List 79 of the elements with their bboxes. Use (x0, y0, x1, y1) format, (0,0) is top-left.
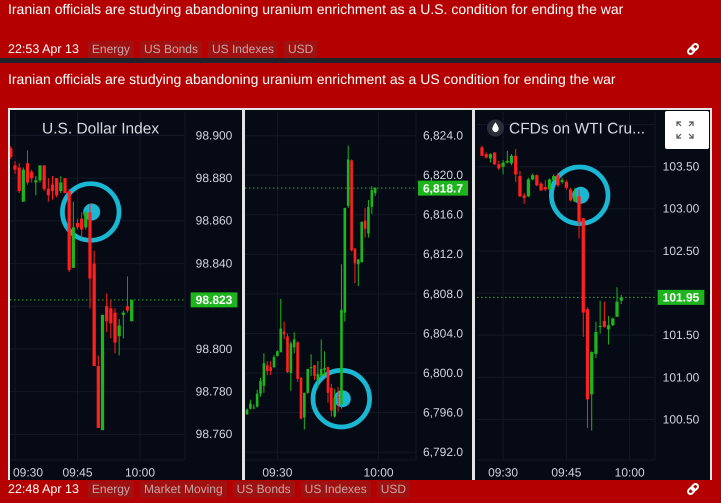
candlestick (501, 160, 505, 175)
text: Iranian officials are studying abandoning uranium enrichment as a US condition for ending the war (8, 70, 617, 89)
text: U.S. Dollar Index (42, 120, 160, 138)
candlestick (323, 350, 326, 376)
candlestick (333, 388, 336, 418)
candlestick (548, 178, 552, 192)
candlestick (497, 160, 500, 171)
candlestick (336, 386, 340, 412)
y-tick-label: 101.50 (662, 328, 700, 342)
y-tick-label: 100.50 (662, 412, 700, 426)
y-tick-label: 98.860 (196, 214, 233, 228)
text: Market Moving (140, 480, 227, 498)
candlestick (269, 360, 272, 376)
y-tick-label: 98.840 (196, 256, 233, 270)
text: Energy (88, 40, 134, 58)
x-tick-label: 09:45 (62, 466, 93, 480)
candlestick (514, 148, 518, 182)
y-tick-label: 103.00 (662, 202, 700, 216)
text: USD (284, 40, 318, 58)
y-tick-label: 6,804.0 (422, 326, 464, 340)
x-tick-label: 09:45 (551, 466, 582, 480)
candlestick (493, 152, 496, 166)
candlestick (602, 301, 606, 328)
text: US Indexes (208, 40, 278, 58)
y-tick-label: 6,812.0 (422, 247, 464, 262)
candlestick (544, 180, 547, 192)
x-tick-label: 10:00 (364, 466, 394, 480)
candlestick (568, 187, 572, 202)
y-tick-label: 6,816.0 (422, 208, 464, 222)
y-tick-label: 98.780 (196, 384, 233, 399)
x-tick-label: 09:30 (13, 466, 44, 480)
text: US Bonds (232, 480, 295, 498)
candlestick (526, 177, 530, 198)
y-tick-label: 6,808.0 (422, 286, 464, 301)
candlestick (313, 364, 316, 380)
candlestick (480, 145, 484, 156)
y-tick-label: 98.880 (196, 171, 233, 186)
candlestick (556, 172, 560, 188)
text: 22:48 Apr 13 (8, 482, 79, 496)
x-tick-label: 09:30 (488, 466, 518, 480)
candlestick (262, 352, 266, 394)
y-tick-label: 98.760 (196, 427, 233, 442)
x-tick-label: 10:00 (614, 466, 646, 480)
ref-line-label: 6,818.7 (422, 181, 464, 196)
text: Energy (88, 480, 134, 498)
ref-line-label: 101.95 (662, 290, 700, 305)
y-tick-label: 101.00 (662, 370, 700, 384)
y-tick-label: 98.800 (196, 342, 233, 356)
text: US Indexes (300, 480, 371, 498)
y-tick-label: 102.50 (662, 244, 700, 258)
y-tick-label: 6,800.0 (422, 366, 464, 380)
candlestick (573, 187, 576, 203)
x-tick-label: 10:00 (124, 466, 156, 480)
candlestick (266, 360, 269, 376)
candlestick (564, 180, 568, 190)
candlestick (279, 298, 282, 353)
x-tick-label: 09:30 (262, 466, 293, 480)
candlestick (364, 207, 366, 238)
text: 22:53 Apr 13 (8, 42, 79, 56)
y-tick-label: 6,796.0 (422, 405, 464, 420)
candlestick (518, 170, 522, 198)
candlestick (535, 174, 538, 187)
candlestick (488, 152, 492, 164)
text: CFDs on WTI Cru... (509, 120, 646, 138)
text: USD (376, 480, 410, 498)
y-tick-label: 6,824.0 (422, 128, 464, 143)
candlestick (510, 154, 514, 166)
y-tick-label: 98.900 (196, 128, 233, 142)
y-tick-label: 6,792.0 (422, 444, 464, 459)
y-tick-label: 6,820.0 (422, 168, 464, 182)
candlestick (506, 150, 509, 164)
candlestick (598, 300, 602, 334)
candlestick (606, 315, 610, 346)
candlestick (249, 399, 252, 410)
ref-line-label: 98.823 (196, 293, 233, 308)
y-tick-label: 103.50 (662, 160, 700, 174)
text: US Bonds (140, 40, 202, 58)
text: Iranian officials are studying abandoning uranium enrichment as a U.S. condition for ending the war (8, 0, 624, 20)
candlestick (272, 354, 276, 369)
